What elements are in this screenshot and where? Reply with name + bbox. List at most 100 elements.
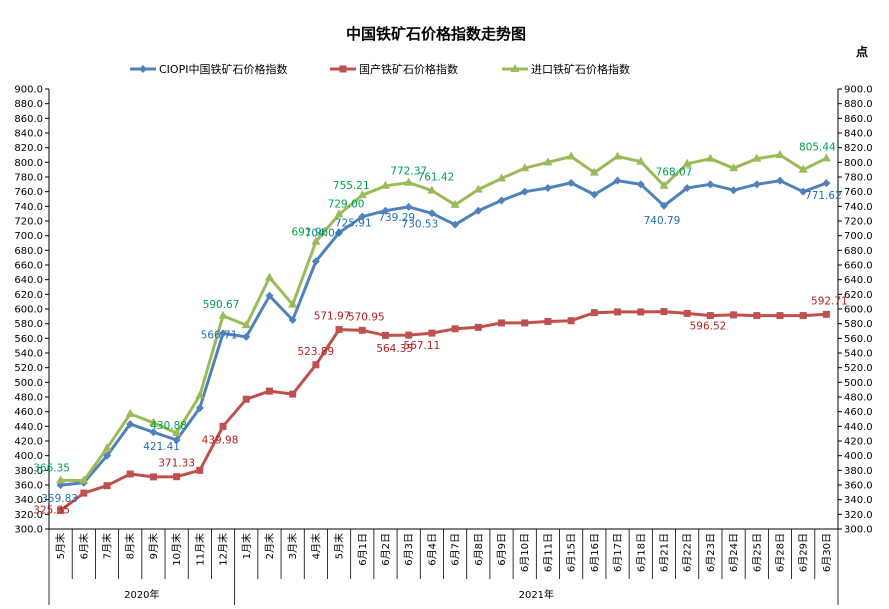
y-tick-label-left: 740.0 [14, 202, 43, 213]
y-tick-label-right: 620.0 [844, 290, 873, 301]
y-tick-label-left: 900.0 [14, 85, 43, 96]
legend-item-import: 进口铁矿石价格指数 [502, 62, 630, 76]
y-tick-label-right: 300.0 [844, 525, 873, 536]
y-tick-label-left: 780.0 [14, 173, 43, 184]
data-point [683, 184, 692, 192]
y-tick-label-left: 880.0 [14, 99, 43, 110]
data-label: 590.67 [203, 299, 240, 311]
data-point [219, 329, 228, 338]
y-tick-label-right: 760.0 [844, 187, 873, 198]
data-point [590, 309, 598, 317]
data-point [613, 176, 622, 185]
data-point [103, 482, 111, 490]
data-point [474, 206, 483, 215]
x-tick-label: 2月末 [263, 533, 276, 559]
y-tick-label-right: 360.0 [844, 481, 873, 492]
y-tick-label-right: 520.0 [844, 363, 873, 374]
data-label: 359.83 [41, 493, 78, 505]
data-point [636, 180, 645, 189]
data-point [520, 163, 530, 172]
y-tick-label-left: 480.0 [14, 393, 43, 404]
data-point [173, 473, 181, 481]
y-tick-label-right: 820.0 [844, 143, 873, 154]
data-point [265, 291, 274, 300]
data-point [334, 209, 344, 218]
y-tick-label-left: 520.0 [14, 363, 43, 374]
data-point [126, 420, 135, 429]
x-tick-label: 6月2日 [380, 533, 392, 566]
data-label: 564.35 [376, 343, 413, 355]
data-point [405, 331, 413, 339]
unit-label: 点 [856, 44, 868, 59]
y-tick-label-right: 400.0 [844, 451, 873, 462]
data-point [148, 417, 158, 426]
data-point [589, 167, 599, 176]
y-tick-label-right: 380.0 [844, 466, 873, 477]
y-tick-label-left: 680.0 [14, 246, 43, 257]
data-point [335, 326, 343, 334]
y-tick-label-left: 400.0 [14, 451, 43, 462]
data-label: 592.71 [811, 295, 848, 307]
data-point [799, 312, 807, 320]
data-point [427, 209, 436, 218]
y-tick-label-right: 720.0 [844, 217, 873, 228]
y-tick-label-right: 440.0 [844, 422, 873, 433]
data-label: 805.44 [799, 141, 836, 153]
data-point [775, 150, 785, 158]
y-tick-label-left: 500.0 [14, 378, 43, 389]
data-point [56, 475, 66, 484]
data-label: 704.04 [305, 228, 342, 240]
y-tick-label-left: 360.0 [14, 481, 43, 492]
x-tick-label: 8月末 [124, 533, 137, 559]
data-point [614, 308, 622, 316]
data-point [126, 470, 134, 478]
data-point [125, 408, 135, 417]
y-tick-label-left: 540.0 [14, 349, 43, 360]
year-label: 2020年 [124, 588, 159, 601]
y-tick-label-left: 860.0 [14, 114, 43, 125]
y-tick-label-left: 620.0 [14, 290, 43, 301]
y-tick-label-left: 820.0 [14, 143, 43, 154]
x-tick-label: 6月10日 [519, 533, 531, 572]
data-point [798, 164, 808, 173]
data-point [381, 331, 389, 339]
legend: CIOPI中国铁矿石价格指数 国产铁矿石价格指数 进口铁矿石价格指数 [130, 62, 630, 76]
y-tick-label-left: 340.0 [14, 495, 43, 506]
data-label: 430.88 [150, 420, 187, 432]
y-tick-label-right: 420.0 [844, 437, 873, 448]
y-tick-label-left: 660.0 [14, 261, 43, 272]
y-tick-label-left: 300.0 [14, 525, 43, 536]
data-point [752, 153, 762, 162]
data-point [311, 236, 321, 245]
x-tick-label: 9月末 [147, 533, 160, 559]
y-tick-label-right: 540.0 [844, 349, 873, 360]
y-tick-label-left: 700.0 [14, 231, 43, 242]
y-tick-label-left: 840.0 [14, 129, 43, 140]
legend-item-ciopi: CIOPI中国铁矿石价格指数 [130, 62, 287, 76]
x-tick-label: 6月30日 [821, 533, 833, 572]
data-point [659, 201, 668, 210]
x-tick-label: 6月8日 [473, 533, 485, 566]
x-tick-label: 6月18日 [635, 533, 647, 572]
data-label: 366.35 [33, 462, 70, 474]
x-tick-label: 3月末 [286, 533, 299, 559]
data-point [218, 310, 228, 319]
data-label: 439.98 [202, 434, 239, 446]
y-tick-label-right: 560.0 [844, 334, 873, 345]
data-point [265, 387, 273, 395]
x-tick-label: 6月11日 [542, 533, 554, 572]
y-tick-label-left: 760.0 [14, 187, 43, 198]
y-tick-label-right: 320.0 [844, 510, 873, 521]
data-point [543, 157, 553, 166]
data-point [241, 320, 251, 329]
data-label: 523.89 [297, 346, 334, 358]
data-point [498, 319, 506, 327]
y-tick-label-right: 640.0 [844, 275, 873, 286]
y-tick-label-left: 460.0 [14, 407, 43, 418]
legend-item-domestic: 国产铁矿石价格指数 [330, 62, 458, 76]
x-tick-label: 6月9日 [496, 533, 508, 566]
data-point [57, 506, 65, 514]
data-point [80, 489, 88, 497]
year-label: 2021年 [519, 588, 554, 601]
data-point [590, 190, 599, 199]
